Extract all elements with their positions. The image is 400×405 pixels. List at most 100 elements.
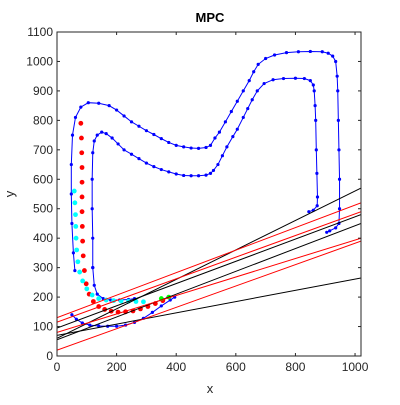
track-point xyxy=(293,76,298,80)
y-tick-label: 800 xyxy=(33,113,53,127)
track-point xyxy=(284,51,289,55)
track-point xyxy=(220,154,225,158)
track-point xyxy=(211,168,216,173)
track-point xyxy=(86,101,90,105)
red-line-2 xyxy=(57,237,361,333)
track-point xyxy=(70,221,74,226)
track-point xyxy=(223,120,227,124)
track-point xyxy=(334,59,338,64)
track-point xyxy=(159,304,163,308)
track-point xyxy=(296,50,301,54)
track-point xyxy=(167,170,171,174)
track-point xyxy=(167,140,171,145)
track-point xyxy=(334,226,338,230)
track-point xyxy=(314,118,318,122)
reference-point xyxy=(72,200,78,206)
y-tick-label: 1000 xyxy=(26,54,53,68)
red-line-1 xyxy=(57,211,361,323)
track-point xyxy=(336,118,340,122)
y-tick-label: 300 xyxy=(33,261,53,275)
y-tick-label: 400 xyxy=(33,231,53,245)
track-point xyxy=(255,89,259,93)
track-point xyxy=(196,174,201,178)
predicted-point xyxy=(79,179,85,185)
track-point xyxy=(320,50,324,54)
track-point xyxy=(235,127,239,131)
track-point xyxy=(182,173,186,178)
predicted-point xyxy=(79,150,85,156)
track-point xyxy=(73,268,77,273)
y-tick-label: 600 xyxy=(33,172,53,186)
track-point xyxy=(204,173,208,177)
track-point xyxy=(225,145,229,149)
track-point xyxy=(229,109,233,114)
track-point xyxy=(235,99,239,103)
y-tick-label: 200 xyxy=(33,290,53,304)
track-point xyxy=(281,76,286,81)
predicted-point xyxy=(82,268,87,273)
track-point xyxy=(241,89,245,93)
track-point xyxy=(91,151,95,155)
track-point xyxy=(95,133,99,137)
black-line-3 xyxy=(57,277,361,336)
reference-point xyxy=(71,188,77,194)
track-point xyxy=(88,323,92,327)
reference-point xyxy=(75,259,81,265)
track-point xyxy=(271,78,275,82)
x-axis-label: x xyxy=(207,381,214,396)
track-point xyxy=(92,139,96,143)
red-line-0 xyxy=(57,202,361,319)
track-line-3 xyxy=(92,267,135,301)
track-point xyxy=(196,146,201,150)
y-tick-label: 900 xyxy=(33,84,53,98)
predicted-point xyxy=(90,299,96,304)
track-point xyxy=(231,134,235,139)
track-point xyxy=(150,310,154,315)
predicted-point xyxy=(78,120,84,126)
track-point xyxy=(308,49,312,54)
track-point xyxy=(208,171,213,175)
predicted-point xyxy=(83,281,89,287)
x-tick-label: 0 xyxy=(54,360,61,374)
track-point xyxy=(90,177,94,181)
x-tick-label: 200 xyxy=(107,360,127,374)
track-point xyxy=(115,108,119,112)
reference-point xyxy=(74,247,80,253)
track-point xyxy=(264,56,268,61)
black-line-1 xyxy=(57,214,361,329)
track-point xyxy=(144,161,149,165)
axes-box xyxy=(56,31,362,357)
y-tick-label: 0 xyxy=(46,349,53,363)
track-point xyxy=(115,324,119,328)
reference-point xyxy=(89,292,95,298)
reference-point xyxy=(84,286,90,292)
track-point xyxy=(315,204,319,208)
track-point xyxy=(174,143,178,147)
track-point xyxy=(307,210,311,214)
track-point xyxy=(335,74,339,78)
track-point xyxy=(174,172,178,176)
red-line-3 xyxy=(57,240,361,351)
predicted-point xyxy=(79,224,85,229)
track-point xyxy=(337,177,342,181)
track-point xyxy=(189,146,193,150)
track-point xyxy=(137,124,141,128)
track-point xyxy=(92,283,96,287)
track-point xyxy=(250,98,254,102)
track-point xyxy=(90,207,94,211)
plot-area xyxy=(57,49,361,351)
track-point xyxy=(246,106,250,111)
track-point xyxy=(314,148,318,152)
predicted-point xyxy=(80,253,86,259)
x-tick-label: 400 xyxy=(166,360,186,374)
track-point xyxy=(159,137,163,141)
track-point xyxy=(97,324,101,328)
track-point xyxy=(326,51,330,55)
track-point xyxy=(315,195,320,199)
predicted-point xyxy=(79,135,84,141)
black-line-0 xyxy=(57,187,361,339)
chart-title: MPC xyxy=(196,10,226,25)
track-point xyxy=(91,236,95,240)
track-point xyxy=(79,105,83,109)
